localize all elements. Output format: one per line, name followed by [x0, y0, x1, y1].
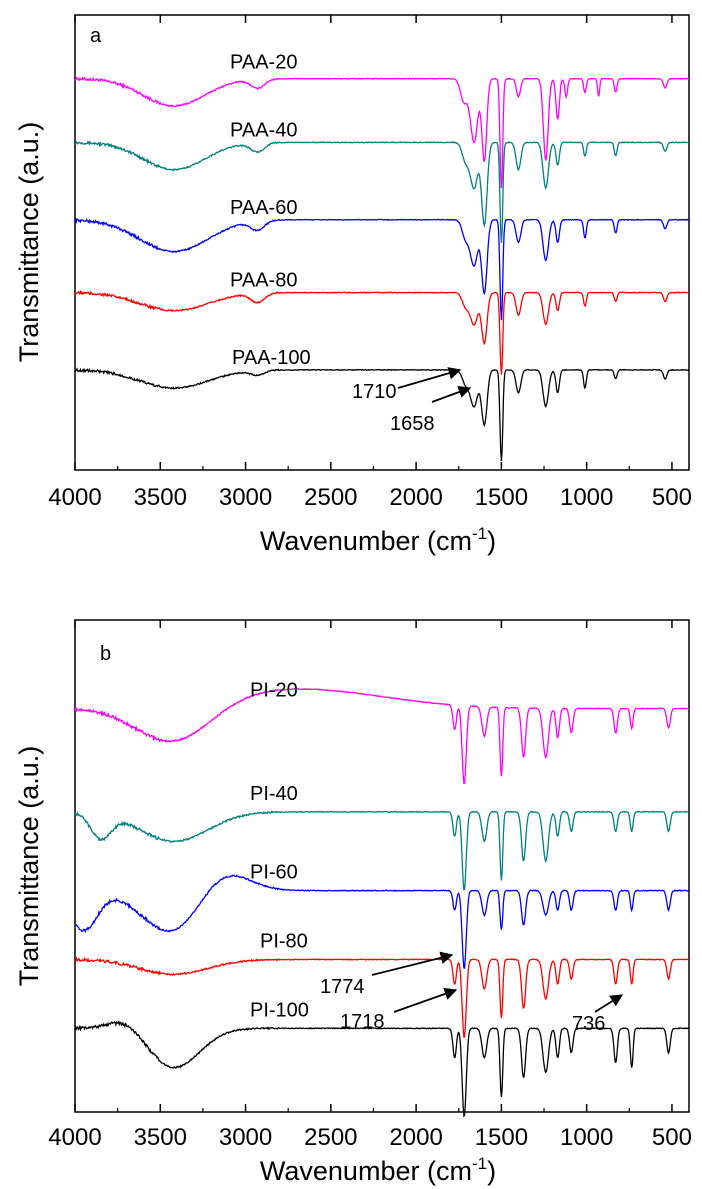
series-label: PAA-20: [230, 52, 297, 74]
panel-b-y-axis-label: Transmittance (a.u.): [14, 746, 44, 987]
x-tick-label: 1500: [475, 484, 528, 511]
series-line-paa-60: [74, 217, 690, 321]
x-tick-label: 3500: [134, 484, 187, 511]
panel-a-frame: [74, 14, 690, 471]
annotation-label: 1718: [340, 1011, 385, 1033]
series-label: PAA-80: [230, 270, 297, 292]
series-label: PI-60: [250, 862, 298, 884]
series-label: PAA-60: [230, 197, 297, 219]
panel-a-x-ticks: 4000 3500 3000 2500 2000 1500 1000 500: [48, 15, 692, 511]
x-tick-label: 500: [652, 484, 692, 511]
annotation-label: 1710: [352, 381, 397, 403]
panel-b-annotations: 1774 1718 736: [320, 951, 624, 1035]
series-line-pi-100: [74, 1019, 690, 1118]
series-line-paa-100: [74, 367, 690, 462]
series-label: PAA-40: [230, 119, 297, 141]
x-tick-label: 500: [652, 1124, 692, 1151]
series-line-pi-80: [74, 956, 690, 1038]
panel-a-letter: a: [90, 25, 102, 47]
annotation-label: 1658: [390, 413, 435, 435]
series-label: PI-40: [250, 783, 298, 805]
x-tick-label: 1000: [560, 484, 613, 511]
x-tick-label: 3500: [134, 1124, 187, 1151]
series-label: PAA-100: [232, 347, 311, 369]
panel-b: b 4000 3500 3000 2500 2000 1500 1000 500 PI-20P…: [14, 619, 692, 1186]
series-label: PI-80: [260, 930, 308, 952]
series-line-pi-40: [74, 810, 690, 891]
x-tick-label: 2000: [389, 484, 442, 511]
x-tick-label: 3000: [219, 1124, 272, 1151]
annotation-label: 1774: [320, 976, 365, 998]
x-tick-label: 4000: [48, 1124, 101, 1151]
panel-b-x-ticks: 4000 3500 3000 2500 2000 1500 1000 500: [48, 620, 692, 1151]
x-tick-label: 1000: [560, 1124, 613, 1151]
panel-a-annotations: 1710 1658: [352, 367, 472, 435]
series-label: PI-100: [250, 999, 309, 1021]
x-tick-label: 2500: [304, 1124, 357, 1151]
panel-a-y-axis-label: Transmittance (a.u.): [14, 122, 44, 363]
series-line-paa-40: [74, 140, 690, 243]
x-tick-label: 2000: [389, 1124, 442, 1151]
panel-b-series: PI-20 PI-40 PI-60 PI-80 PI-100: [74, 680, 690, 1118]
panel-b-frame: [74, 619, 690, 1113]
annotation-arrow: [594, 994, 624, 1013]
x-tick-label: 3000: [219, 484, 272, 511]
series-line-pi-20: [74, 688, 690, 784]
x-tick-label: 1500: [475, 1124, 528, 1151]
series-line-paa-20: [74, 75, 690, 189]
panel-a: a 4000 3500 3000 2500 2000 1500 1000 500 PAA-20…: [14, 14, 692, 556]
panel-a-x-axis-label: Wavenumber (cm-1): [260, 524, 496, 556]
series-line-pi-60: [75, 874, 690, 969]
annotation-label: 736: [572, 1013, 605, 1035]
series-label: PI-20: [250, 680, 298, 702]
annotation-arrow: [393, 987, 458, 1013]
panel-a-series: PAA-20 PAA-40 PAA-60 PAA-80 PAA-100: [74, 52, 690, 462]
panel-b-letter: b: [100, 643, 111, 665]
x-tick-label: 2500: [304, 484, 357, 511]
series-line-paa-80: [74, 290, 690, 375]
annotation-arrow: [371, 951, 454, 976]
x-tick-label: 4000: [48, 484, 101, 511]
annotation-arrow: [431, 386, 472, 403]
annotation-arrow: [397, 367, 462, 389]
panel-b-x-axis-label: Wavenumber (cm-1): [260, 1154, 496, 1186]
